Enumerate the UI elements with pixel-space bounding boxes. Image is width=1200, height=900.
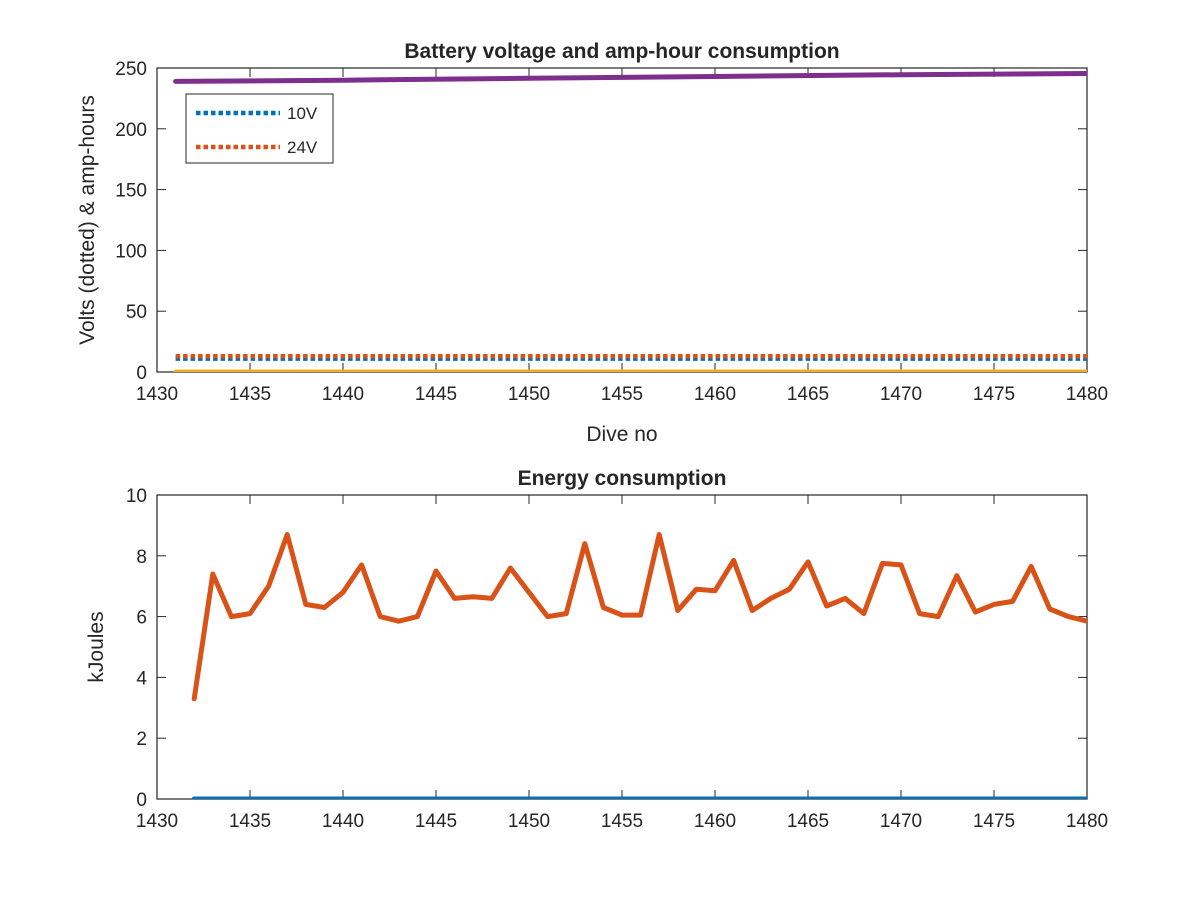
x-tick-label: 1450: [508, 384, 550, 405]
y-tick-label: 200: [115, 120, 147, 141]
x-tick-label: 1480: [1066, 811, 1108, 832]
x-tick-label: 1465: [787, 384, 829, 405]
y-axis-label: Volts (dotted) & amp-hours: [76, 95, 99, 345]
voltage-amphour-chart: 1430 1435 1440 1445 1450 1455 1460 1465 1470 1475…: [76, 40, 1108, 446]
x-tick-label: 1465: [787, 811, 829, 832]
x-tick-label: 1435: [229, 811, 271, 832]
chart-title: Energy consumption: [518, 467, 727, 490]
y-tick-label: 0: [136, 363, 147, 384]
x-tick-label: 1435: [229, 384, 271, 405]
x-tick-label: 1455: [601, 811, 643, 832]
legend-label-10v: 10V: [287, 104, 318, 123]
series-line-3: [173, 71, 1087, 84]
x-tick-label: 1450: [508, 811, 550, 832]
x-tick-label: 1470: [880, 811, 922, 832]
x-tick-label: 1440: [322, 811, 364, 832]
y-tick-label: 50: [126, 302, 147, 323]
y-tick-label: 250: [115, 59, 147, 80]
energy-consumption-chart: 1430 1435 1440 1445 1450 1455 1460 1465 1470 1475…: [85, 467, 1108, 832]
y-tick-label: 6: [136, 608, 147, 629]
y-tick-label: 150: [115, 181, 147, 202]
x-tick-label: 1475: [973, 811, 1015, 832]
x-tick-label: 1460: [694, 384, 736, 405]
x-tick-label: 1445: [415, 384, 457, 405]
x-tick-label: 1430: [136, 811, 178, 832]
x-axis-label: Dive no: [586, 423, 657, 446]
x-tick-label: 1440: [322, 384, 364, 405]
series-group: [191, 532, 1087, 799]
y-tick-label: 10: [126, 486, 147, 507]
x-tick-label: 1480: [1066, 384, 1108, 405]
y-tick-label: 0: [136, 790, 147, 811]
x-tick-label: 1470: [880, 384, 922, 405]
y-tick-label: 8: [136, 547, 147, 568]
x-tick-label: 1475: [973, 384, 1015, 405]
y-tick-label: 2: [136, 729, 147, 750]
plot-area: [156, 494, 1088, 800]
y-tick-label: 4: [136, 668, 147, 689]
x-tick-label: 1455: [601, 384, 643, 405]
x-tick-label: 1445: [415, 811, 457, 832]
y-axis-label: kJoules: [85, 611, 108, 682]
chart-title: Battery voltage and amp-hour consumption: [404, 40, 839, 63]
series-line-1: [191, 532, 1087, 702]
x-tick-label: 1460: [694, 811, 736, 832]
legend-box: [185, 93, 334, 164]
y-tick-label: 100: [115, 241, 147, 262]
x-tick-label: 1430: [136, 384, 178, 405]
legend-label-24v: 24V: [287, 138, 318, 157]
series-group: [173, 71, 1087, 372]
